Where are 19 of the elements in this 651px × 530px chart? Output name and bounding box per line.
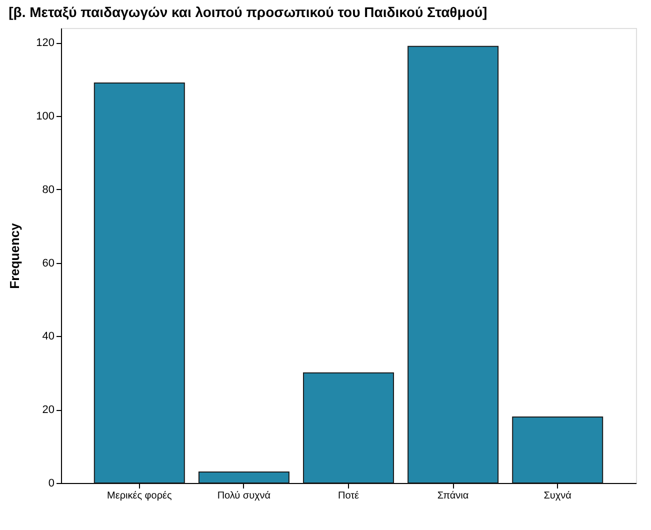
y-tick-label: 40: [42, 330, 54, 343]
bar: [94, 82, 185, 484]
y-axis-title: Frequency: [7, 222, 22, 289]
bar: [408, 46, 499, 484]
y-tick-label: 100: [36, 110, 54, 123]
y-tick-label: 20: [42, 404, 54, 416]
y-tick-label: 60: [42, 257, 54, 270]
x-tick-label: Ποτέ: [338, 490, 360, 502]
bar: [512, 416, 604, 484]
bar: [198, 471, 290, 484]
chart-title: [β. Μεταξύ παιδαγωγών και λοιπού προσωπικού του Παιδικού Σταθμού]: [8, 4, 488, 20]
y-tick-label: 120: [36, 37, 54, 50]
bar: [303, 372, 394, 484]
y-tick-label: 0: [48, 478, 54, 490]
x-tick-label: Συχνά: [544, 490, 572, 502]
y-tick-label: 80: [42, 184, 54, 196]
x-tick-label: Πολύ συχνά: [217, 490, 271, 502]
x-tick-label: Σπάνια: [437, 490, 469, 502]
x-tick-label: Μερικές φορές: [107, 490, 172, 502]
